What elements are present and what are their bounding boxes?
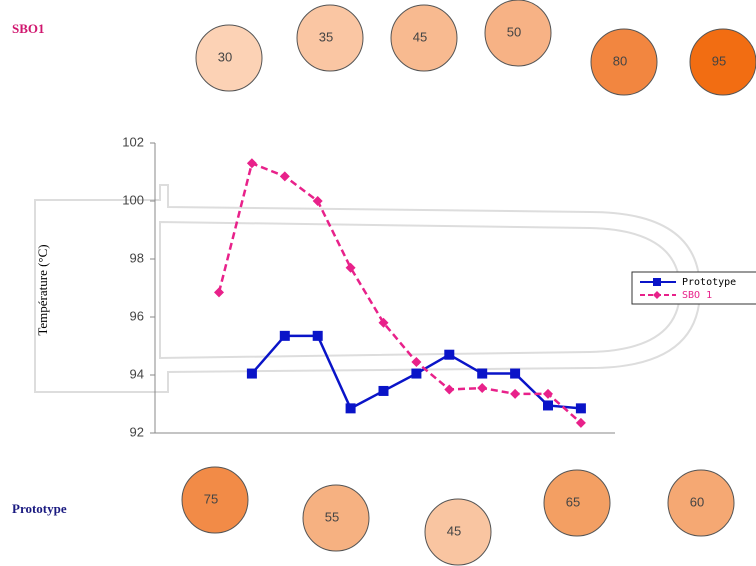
marker	[543, 388, 553, 399]
temperature-circle	[484, 0, 552, 67]
legend-box	[631, 271, 756, 305]
circle-value: 45	[447, 523, 461, 538]
marker	[444, 349, 455, 360]
legend-marker	[653, 291, 661, 299]
y-axis-label: Température (°C)	[35, 244, 50, 335]
marker	[411, 368, 422, 379]
marker	[279, 330, 290, 341]
legend-marker	[653, 278, 661, 286]
temperature-circle	[195, 24, 263, 92]
marker	[246, 158, 257, 169]
circle-value: 50	[507, 24, 521, 39]
marker	[575, 403, 586, 414]
legend-label: Prototype	[682, 277, 736, 288]
marker	[279, 171, 290, 182]
y-tick-label: 100	[122, 192, 144, 207]
marker	[378, 385, 389, 396]
temperature-circle	[296, 4, 364, 72]
panel-label: Prototype	[12, 501, 67, 516]
marker	[575, 417, 586, 428]
temperature-circle	[181, 466, 249, 534]
legend-label: SBO 1	[682, 290, 712, 301]
marker	[345, 403, 356, 414]
circle-value: 60	[690, 494, 704, 509]
marker	[510, 388, 521, 399]
circle-value: 80	[613, 53, 627, 68]
temperature-circle	[390, 4, 458, 72]
temperature-circle	[667, 469, 735, 537]
y-tick-label: 94	[130, 366, 144, 381]
y-tick-label: 96	[130, 308, 144, 323]
y-tick-label: 98	[130, 250, 144, 265]
temperature-circle	[590, 28, 658, 96]
marker	[312, 330, 323, 341]
circle-value: 35	[319, 29, 333, 44]
temperature-circle	[543, 469, 611, 537]
circle-value: 75	[204, 491, 218, 506]
y-tick-label: 92	[130, 424, 144, 439]
marker	[312, 196, 323, 206]
preform-outline	[34, 184, 702, 393]
marker	[411, 356, 422, 367]
marker	[510, 368, 521, 379]
temperature-circle	[689, 28, 756, 96]
panel-label: SBO1	[12, 21, 45, 36]
marker	[477, 368, 488, 379]
circle-value: 65	[566, 494, 580, 509]
circle-value: 95	[712, 53, 726, 68]
marker	[543, 400, 553, 411]
circle-value: 30	[218, 49, 232, 64]
marker	[477, 383, 488, 394]
y-tick-label: 102	[122, 134, 144, 149]
temperature-circle	[302, 484, 370, 552]
marker	[444, 384, 455, 395]
temperature-circle	[424, 498, 492, 566]
marker	[214, 287, 224, 298]
circle-value: 45	[413, 29, 427, 44]
marker	[345, 262, 356, 273]
marker	[246, 368, 257, 379]
circle-value: 55	[325, 509, 339, 524]
marker	[378, 317, 389, 328]
